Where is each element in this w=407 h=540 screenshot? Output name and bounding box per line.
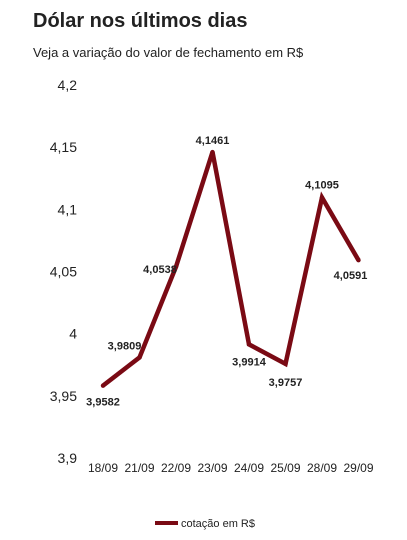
y-tick-label: 4 xyxy=(69,326,77,342)
x-tick-label: 28/09 xyxy=(307,461,337,475)
y-axis: 3,9 3,95 4 4,05 4,1 4,15 4,2 xyxy=(50,77,77,466)
y-tick-label: 3,95 xyxy=(50,388,77,404)
data-point xyxy=(319,195,325,200)
data-point xyxy=(100,383,106,388)
y-tick-label: 3,9 xyxy=(58,450,78,466)
x-tick-label: 18/09 xyxy=(88,461,118,475)
x-tick-label: 25/09 xyxy=(270,461,300,475)
data-label: 3,9757 xyxy=(269,377,303,389)
data-label: 4,0591 xyxy=(334,270,368,282)
data-point xyxy=(283,361,288,367)
y-tick-label: 4,1 xyxy=(58,201,78,217)
data-label: 4,0538 xyxy=(143,264,177,276)
data-point xyxy=(210,149,215,155)
x-tick-label: 29/09 xyxy=(343,461,373,475)
series-layer xyxy=(100,149,361,388)
data-label: 4,1461 xyxy=(196,135,230,147)
y-tick-label: 4,2 xyxy=(58,77,78,93)
legend: cotação em R$ xyxy=(155,518,255,530)
x-tick-label: 23/09 xyxy=(197,461,227,475)
x-tick-label: 24/09 xyxy=(234,461,264,475)
x-axis: 18/09 21/09 22/09 23/09 24/09 25/09 28/09 29/09 xyxy=(88,461,374,475)
data-point xyxy=(173,264,179,269)
data-label: 3,9809 xyxy=(108,340,142,352)
chart-title: Dólar nos últimos dias xyxy=(33,10,248,32)
chart-subtitle: Veja a variação do valor de fechamento e… xyxy=(33,45,304,60)
series-line xyxy=(101,151,361,388)
data-point xyxy=(246,342,252,347)
x-tick-label: 21/09 xyxy=(124,461,154,475)
data-label: 3,9582 xyxy=(86,397,120,409)
data-label: 3,9914 xyxy=(232,356,267,368)
x-tick-label: 22/09 xyxy=(161,461,191,475)
y-tick-label: 4,15 xyxy=(50,139,77,155)
data-point xyxy=(137,355,142,360)
data-point xyxy=(356,257,361,263)
data-label: 4,1095 xyxy=(305,180,339,192)
legend-label: cotação em R$ xyxy=(181,518,255,530)
y-tick-label: 4,05 xyxy=(50,264,77,280)
